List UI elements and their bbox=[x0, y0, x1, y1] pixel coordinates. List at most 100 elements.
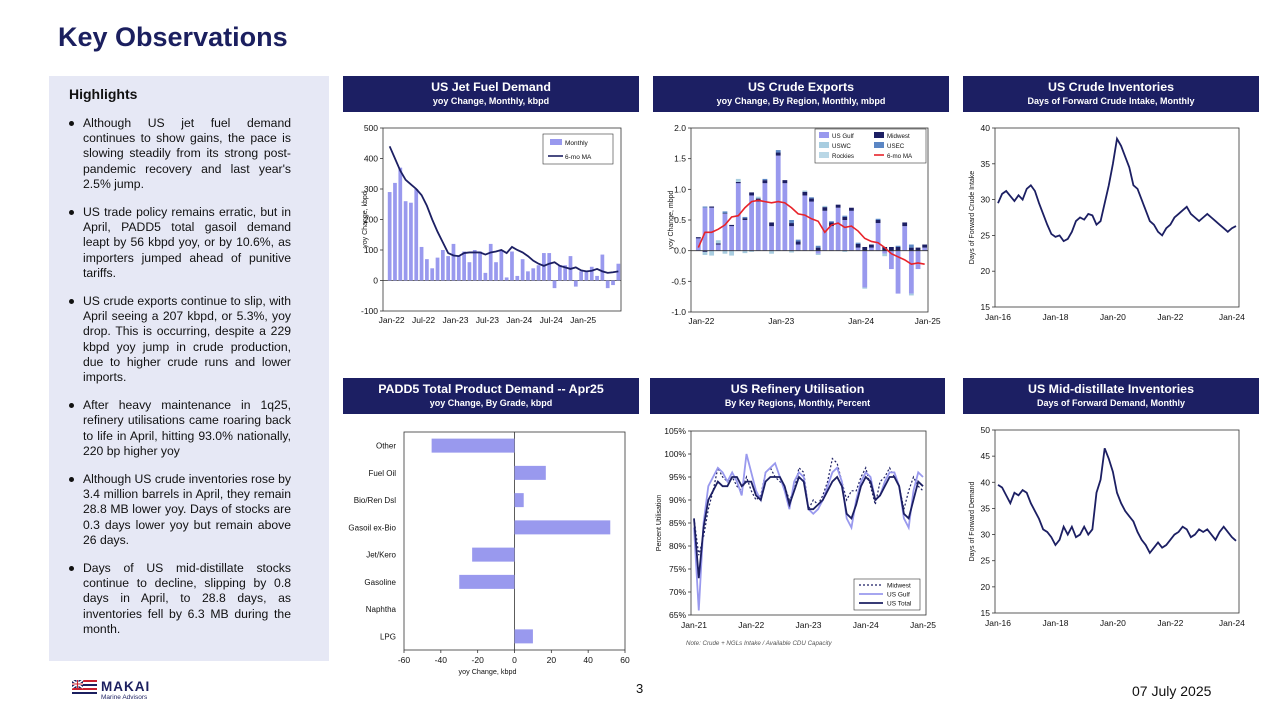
x-tick-label: Jan-23 bbox=[442, 315, 468, 325]
highlight-item: Although US crude inventories rose by 3.… bbox=[69, 472, 291, 548]
bar-segment bbox=[895, 246, 901, 251]
bar-segment bbox=[789, 226, 794, 251]
highlight-item: US crude exports continue to slip, with … bbox=[69, 294, 291, 385]
y-tick-label: 15 bbox=[981, 302, 991, 312]
category-label: Naphtha bbox=[366, 605, 397, 614]
y-axis-label: Percent Utilisation bbox=[656, 495, 663, 552]
bar-segment bbox=[749, 192, 754, 196]
bar bbox=[531, 268, 536, 281]
y-tick-label: 45 bbox=[981, 451, 991, 461]
bar-segment bbox=[895, 245, 901, 247]
y-tick-label: 70% bbox=[669, 587, 686, 597]
chart-title: US Crude Exports bbox=[747, 80, 855, 94]
chart-subtitle: Days of Forward Crude Intake, Monthly bbox=[1027, 96, 1195, 106]
y-tick-label: 40 bbox=[981, 477, 991, 487]
y-tick-label: 1.5 bbox=[674, 154, 686, 164]
report-date: 07 July 2025 bbox=[1132, 683, 1212, 699]
category-label: Jet/Kero bbox=[366, 551, 396, 560]
y-axis-label: Days of Forward Crude Intake bbox=[969, 171, 976, 264]
bar bbox=[478, 251, 482, 281]
y-tick-label: 90% bbox=[669, 495, 686, 505]
category-label: LPG bbox=[380, 632, 396, 641]
bar-segment bbox=[729, 250, 735, 256]
x-tick-label: Jan-22 bbox=[1157, 618, 1183, 628]
bar-segment bbox=[755, 201, 761, 251]
bar-segment bbox=[762, 183, 768, 251]
x-axis-label: yoy Change, kbpd bbox=[459, 667, 517, 676]
bar-segment bbox=[922, 244, 928, 248]
y-axis-label: yoy Change, mbpd bbox=[668, 191, 675, 250]
bar-segment bbox=[729, 224, 735, 227]
bar bbox=[536, 265, 541, 281]
bar bbox=[526, 271, 530, 281]
bar-segment bbox=[908, 247, 914, 251]
bar-segment bbox=[802, 195, 808, 251]
crude-inventories-panel: US Crude Inventories Days of Forward Cru… bbox=[963, 76, 1259, 337]
bar-segment bbox=[855, 243, 861, 248]
bar-segment bbox=[875, 223, 881, 251]
bar-segment bbox=[762, 180, 768, 184]
bar-segment bbox=[775, 155, 781, 251]
legend-swatch bbox=[819, 132, 829, 138]
x-tick-label: 20 bbox=[547, 655, 557, 665]
bar-segment bbox=[809, 198, 814, 202]
bar-segment bbox=[815, 253, 821, 255]
y-tick-label: -0.5 bbox=[671, 276, 686, 286]
crude-inventories-chart: 15 20 25 30 35 40 Days of Forward Crude Intake… bbox=[969, 123, 1245, 322]
bar bbox=[514, 493, 524, 508]
highlights-panel: Highlights Although US jet fuel demand c… bbox=[49, 76, 329, 661]
y-tick-label: 20 bbox=[981, 266, 991, 276]
x-tick-label: Jan-20 bbox=[1100, 618, 1126, 628]
bar bbox=[393, 182, 397, 281]
bar bbox=[472, 547, 515, 562]
y-tick-label: 1.0 bbox=[674, 184, 686, 194]
y-tick-label: 400 bbox=[364, 154, 378, 164]
highlight-item: US trade policy remains erratic, but in … bbox=[69, 205, 291, 281]
bar bbox=[552, 280, 557, 289]
bar bbox=[504, 277, 509, 281]
padd5-panel: PADD5 Total Product Demand -- Apr25 yoy … bbox=[343, 378, 639, 684]
bar bbox=[419, 246, 424, 281]
chart-title: PADD5 Total Product Demand -- Apr25 bbox=[378, 382, 604, 396]
chart-note: Note: Crude + NGLs Intake / Available CD… bbox=[686, 640, 833, 647]
bar-segment bbox=[842, 215, 848, 217]
legend-label: US Gulf bbox=[887, 592, 910, 599]
bar bbox=[547, 253, 552, 281]
y-tick-label: 50 bbox=[981, 425, 991, 435]
x-tick-label: Jan-25 bbox=[915, 316, 941, 326]
bar bbox=[483, 272, 488, 281]
x-tick-label: Jan-22 bbox=[688, 316, 714, 326]
bar bbox=[573, 280, 578, 287]
y-tick-label: 65% bbox=[669, 610, 686, 620]
y-axis-label: yoy Change, kbpd bbox=[362, 191, 369, 248]
x-tick-label: Jan-22 bbox=[379, 315, 405, 325]
x-tick-label: Jul-22 bbox=[412, 315, 435, 325]
x-tick-label: Jan-21 bbox=[681, 620, 707, 630]
legend-label: Midwest bbox=[887, 583, 911, 590]
chart-title: US Refinery Utilisation bbox=[730, 382, 865, 396]
bar-segment bbox=[762, 178, 768, 181]
x-tick-label: -60 bbox=[398, 655, 411, 665]
mid-distillate-panel: US Mid-distillate Inventories Days of Fo… bbox=[963, 378, 1259, 684]
bar bbox=[515, 275, 520, 281]
x-tick-label: -20 bbox=[472, 655, 485, 665]
jet-fuel-chart: -100 0 100 200 300 400 500 yoy Change, kbpd Jan-… bbox=[361, 123, 622, 325]
chart-subtitle: By Key Regions, Monthly, Percent bbox=[724, 398, 871, 408]
bar-segment bbox=[769, 250, 774, 254]
bar bbox=[403, 201, 408, 281]
y-tick-label: 100 bbox=[364, 245, 378, 255]
bar-segment bbox=[875, 218, 881, 220]
bar-segment bbox=[882, 250, 888, 254]
bar-segment bbox=[769, 222, 774, 227]
padd5-chart: -60 -40 -20 0 20 40 60 Other Fuel Oil Bio/Ren Dsl… bbox=[348, 431, 630, 676]
x-tick-label: Jan-20 bbox=[1100, 312, 1126, 322]
legend-label: USWC bbox=[832, 143, 851, 150]
bar-segment bbox=[795, 244, 801, 251]
plot-frame bbox=[994, 429, 1240, 614]
y-tick-label: 0.0 bbox=[674, 246, 686, 256]
y-tick-label: 300 bbox=[364, 184, 378, 194]
bar-segment bbox=[735, 183, 741, 251]
bar-segment bbox=[775, 152, 781, 156]
y-tick-label: 35 bbox=[981, 159, 991, 169]
bar-segment bbox=[835, 207, 841, 251]
